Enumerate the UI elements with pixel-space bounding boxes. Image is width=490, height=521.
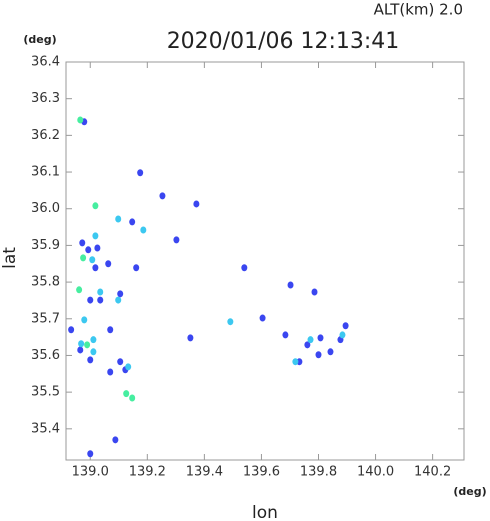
echo-point [287, 281, 294, 289]
echo-point [112, 436, 119, 444]
echo-point [129, 218, 136, 226]
x-tick-label: 140.0 [357, 465, 394, 480]
echo-point [80, 254, 87, 262]
plot-frame [65, 61, 465, 461]
y-tick-label: 35.7 [31, 311, 60, 326]
echo-point [241, 264, 248, 272]
x-tick-label: 139.2 [129, 465, 166, 480]
y-tick-label: 36.1 [31, 165, 60, 180]
x-axis-label: lon [252, 503, 278, 521]
y-tick-label: 36.4 [31, 55, 60, 70]
echo-point [84, 341, 91, 349]
chart-title: 2020/01/06 12:13:41 [167, 29, 400, 54]
echo-point [125, 363, 132, 371]
y-tick-label: 35.9 [31, 238, 60, 253]
echo-point [304, 341, 311, 349]
echo-point [315, 351, 322, 359]
echo-point [87, 296, 94, 304]
echo-point [85, 246, 92, 254]
echo-point [193, 200, 200, 208]
echo-point [87, 356, 94, 364]
echo-point [97, 288, 104, 296]
echo-point [227, 318, 234, 326]
echo-point [115, 296, 122, 304]
y-tick-label: 35.8 [31, 275, 60, 290]
y-tick-label: 35.6 [31, 348, 60, 363]
x-tick-label: 139.6 [243, 465, 280, 480]
y-tick-label: 36.0 [31, 201, 60, 216]
echo-point [87, 450, 94, 458]
x-tick-label: 140.2 [414, 465, 451, 480]
y-tick-label: 36.3 [31, 91, 60, 106]
echo-point [107, 326, 114, 334]
echo-point [105, 260, 112, 268]
echo-point [97, 296, 104, 304]
x-unit: (deg) [453, 485, 486, 498]
echo-point [187, 334, 194, 342]
echo-point [133, 264, 140, 272]
echo-point [159, 192, 166, 200]
echo-point [339, 331, 346, 339]
echo-point [117, 358, 124, 366]
echo-point [90, 348, 97, 356]
y-tick-label: 36.2 [31, 128, 60, 143]
echo-point [327, 348, 334, 356]
echo-point [140, 226, 147, 234]
echo-point [76, 286, 83, 294]
echo-point [117, 290, 124, 298]
echo-point [292, 358, 299, 366]
echo-point [92, 232, 99, 240]
echo-point [282, 331, 289, 339]
echo-point [77, 346, 84, 354]
echo-point [307, 336, 314, 344]
echo-point [68, 326, 75, 334]
echo-point [137, 169, 144, 177]
echo-point [129, 394, 136, 402]
echo-point [81, 316, 88, 324]
y-tick-label: 35.5 [31, 385, 60, 400]
echo-point [259, 314, 266, 322]
echo-point [317, 334, 324, 342]
echo-point [115, 215, 122, 223]
x-tick-label: 139.4 [186, 465, 223, 480]
chart-subtitle: ALT(km) 2.0 [374, 1, 463, 19]
echo-point [94, 244, 101, 252]
echo-point [79, 239, 86, 247]
y-axis-label: lat [0, 247, 20, 269]
x-tick-label: 139.8 [300, 465, 337, 480]
echo-point [342, 322, 349, 330]
echo-point [89, 256, 96, 264]
echo-point [92, 264, 99, 272]
echo-point [77, 116, 84, 124]
echo-point [92, 202, 99, 210]
y-tick-label: 35.4 [31, 421, 60, 436]
echo-point [123, 390, 130, 398]
echo-point [78, 340, 85, 348]
y-unit: (deg) [23, 33, 56, 46]
x-tick-label: 139.0 [72, 465, 109, 480]
echo-point [173, 236, 180, 244]
echo-point [107, 368, 114, 376]
echo-point [311, 288, 318, 296]
echo-point [90, 336, 97, 344]
